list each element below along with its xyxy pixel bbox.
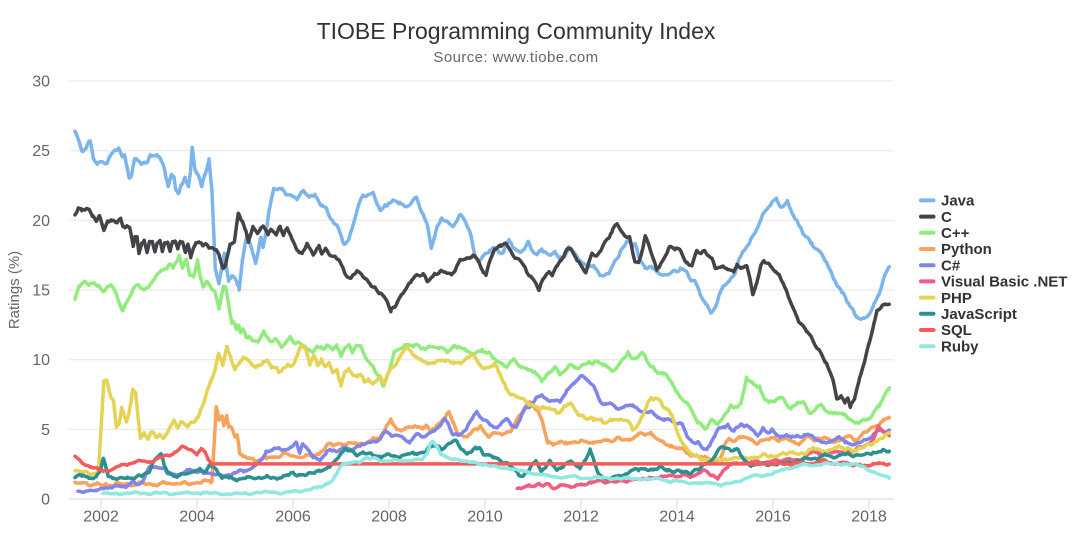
svg-text:2010: 2010 bbox=[467, 509, 503, 526]
svg-text:C: C bbox=[941, 209, 952, 226]
svg-text:C++: C++ bbox=[941, 225, 970, 242]
svg-text:2016: 2016 bbox=[755, 509, 791, 526]
svg-text:5: 5 bbox=[41, 422, 50, 439]
svg-text:2008: 2008 bbox=[371, 509, 407, 526]
svg-text:25: 25 bbox=[32, 143, 50, 160]
svg-text:2004: 2004 bbox=[179, 509, 215, 526]
svg-text:2006: 2006 bbox=[275, 509, 311, 526]
svg-text:2012: 2012 bbox=[563, 509, 599, 526]
svg-text:2014: 2014 bbox=[659, 509, 695, 526]
svg-text:C#: C# bbox=[941, 257, 961, 274]
svg-text:2002: 2002 bbox=[83, 509, 119, 526]
svg-text:0: 0 bbox=[41, 492, 50, 509]
svg-text:Java: Java bbox=[941, 193, 975, 210]
svg-text:Python: Python bbox=[941, 241, 992, 258]
svg-text:20: 20 bbox=[32, 213, 50, 230]
svg-text:SQL: SQL bbox=[941, 322, 972, 339]
svg-text:Ruby: Ruby bbox=[941, 338, 979, 355]
svg-text:TIOBE Programming Community In: TIOBE Programming Community Index bbox=[317, 18, 716, 44]
svg-text:15: 15 bbox=[32, 283, 50, 300]
svg-text:10: 10 bbox=[32, 352, 50, 369]
svg-text:30: 30 bbox=[32, 74, 50, 91]
svg-text:PHP: PHP bbox=[941, 290, 972, 307]
svg-text:Ratings (%): Ratings (%) bbox=[6, 251, 23, 329]
svg-text:JavaScript: JavaScript bbox=[941, 306, 1017, 323]
svg-text:Visual Basic .NET: Visual Basic .NET bbox=[941, 274, 1067, 291]
svg-text:2018: 2018 bbox=[851, 509, 887, 526]
svg-text:Source: www.tiobe.com: Source: www.tiobe.com bbox=[433, 49, 598, 66]
